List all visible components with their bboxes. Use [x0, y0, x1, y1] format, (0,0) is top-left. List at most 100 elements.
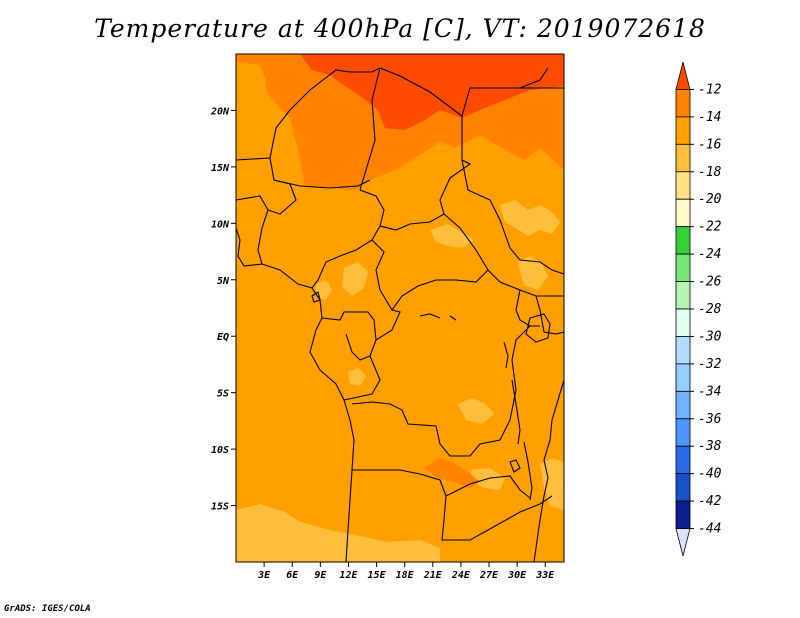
colorbar-swatch [675, 308, 691, 337]
colorbar-label: -30 [698, 329, 722, 344]
border [461, 159, 564, 275]
colorbar-swatch [675, 500, 691, 529]
lat-tick-label: 10S [211, 445, 229, 456]
border [351, 325, 540, 457]
colorbar-swatch [675, 445, 691, 475]
colorbar-swatch [675, 336, 691, 365]
lat-tick-label: 5S [217, 389, 229, 400]
lon-tick-label: 24E [451, 570, 471, 581]
field-cool-patch [316, 280, 332, 300]
border [352, 469, 553, 541]
colorbar-label: -26 [698, 275, 722, 290]
longitude-axis: 3E 6E 9E 12E 15E 18E 21E 24E 27E 30E 33E [257, 562, 555, 581]
border [236, 67, 564, 297]
lat-tick-label: 15N [211, 163, 230, 174]
border [371, 239, 489, 312]
colorbar-label: -12 [698, 82, 722, 97]
colorbar-swatch [675, 61, 691, 90]
field-cool-patch [348, 368, 366, 386]
colorbar-label: -24 [698, 247, 721, 262]
colorbar-swatch [675, 281, 691, 310]
colorbar-label: -38 [698, 439, 722, 454]
field-warmest-band [300, 54, 564, 130]
field-cool-patch [236, 504, 440, 562]
border [321, 311, 377, 361]
colorbar-label: -36 [698, 412, 722, 427]
colorbar-swatch [675, 198, 691, 228]
colorbar-label: -32 [698, 357, 722, 372]
field-warm-patch [424, 458, 480, 488]
border [535, 295, 564, 335]
river [419, 313, 441, 319]
lake [523, 441, 533, 501]
colorbar-swatch [675, 418, 691, 447]
colorbar-swatch [675, 390, 691, 420]
lat-tick-label: 20N [210, 106, 230, 117]
border [311, 189, 385, 289]
colorbar-label: -34 [698, 384, 721, 399]
coastline-west [236, 227, 355, 562]
lon-tick-label: 27E [479, 570, 499, 581]
colorbar-label: -42 [698, 494, 722, 509]
coastline-northeast [519, 67, 549, 89]
field-cool-patch [458, 398, 494, 424]
field-cool-patch [518, 256, 548, 290]
field-cool-patch [342, 262, 368, 296]
colorbar-label: -28 [698, 302, 722, 317]
lon-tick-label: 12E [339, 570, 358, 581]
river [449, 315, 457, 321]
lat-tick-label: EQ [217, 332, 229, 343]
coastline-east [533, 379, 564, 562]
latitude-axis: 20N 15N 10N 5N EQ 5S 10S 15S [210, 106, 236, 513]
colorbar-label: -22 [698, 220, 722, 235]
lake [511, 379, 521, 445]
colorbar-swatch [675, 89, 691, 118]
colorbar-label: -14 [698, 110, 721, 125]
field-cool-patch [430, 224, 474, 248]
lake [503, 341, 509, 369]
lat-tick-label: 5N [217, 276, 230, 287]
temperature-field [236, 54, 564, 562]
border [359, 67, 381, 191]
border [343, 355, 381, 401]
coastlines-borders [236, 67, 564, 562]
border [445, 475, 531, 499]
colorbar-swatch [675, 143, 691, 173]
colorbar-swatch [675, 528, 691, 557]
colorbar-swatch [675, 171, 691, 200]
border [515, 289, 531, 327]
colorbar-swatch [675, 363, 691, 392]
colorbar-label: -16 [698, 137, 722, 152]
border [269, 157, 371, 189]
lon-tick-label: 6E [286, 570, 299, 581]
colorbar-label: -18 [698, 165, 722, 180]
colorbar-swatch [675, 253, 691, 282]
colorbar-swatch [675, 226, 691, 255]
field-cool-patch [500, 200, 560, 236]
colorbar-label: -40 [698, 467, 722, 482]
lon-tick-label: 15E [368, 570, 387, 581]
lake [525, 313, 551, 343]
lon-tick-label: 9E [314, 570, 327, 581]
border [236, 195, 269, 265]
lake [311, 291, 321, 303]
border [379, 213, 445, 231]
lon-tick-label: 21E [423, 570, 443, 581]
lat-tick-label: 10N [211, 219, 230, 230]
lon-tick-label: 18E [396, 570, 415, 581]
lon-tick-label: 33E [535, 570, 555, 581]
colorbar-label: -44 [698, 522, 721, 537]
border [375, 309, 401, 341]
lake [509, 459, 521, 473]
credit-text: GrADS: IGES/COLA [4, 604, 91, 614]
lat-tick-label: 15S [211, 502, 229, 513]
border [267, 179, 297, 215]
lon-tick-label: 30E [507, 570, 527, 581]
lon-tick-label: 3E [257, 570, 271, 581]
colorbar-label: -20 [698, 192, 722, 207]
colorbar-swatch [675, 473, 691, 502]
colorbar-swatch [675, 116, 691, 145]
map-frame [235, 53, 565, 563]
border [461, 87, 564, 117]
